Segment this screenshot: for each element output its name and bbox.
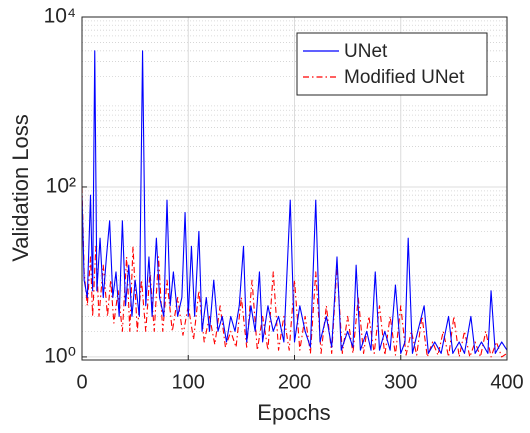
y-tick-label: 10⁰ (44, 344, 76, 367)
plot-frame (81, 16, 508, 361)
x-tick-label: 400 (490, 371, 523, 393)
x-tick-label: 200 (278, 371, 311, 393)
x-axis-label: Epochs (257, 400, 330, 425)
x-tick-label: 100 (172, 371, 205, 393)
legend-label: Modified UNet (344, 67, 465, 88)
y-axis-label: Validation Loss (8, 114, 33, 262)
y-tick-label: 10⁴ (44, 5, 76, 28)
legend-label: UNet (344, 41, 388, 62)
x-tick-label: 0 (76, 371, 87, 393)
plot-lines (82, 50, 507, 358)
legend-box (296, 32, 488, 96)
series-line (82, 50, 507, 354)
x-tick-label: 300 (384, 371, 417, 393)
y-tick-label: 10² (46, 175, 76, 198)
